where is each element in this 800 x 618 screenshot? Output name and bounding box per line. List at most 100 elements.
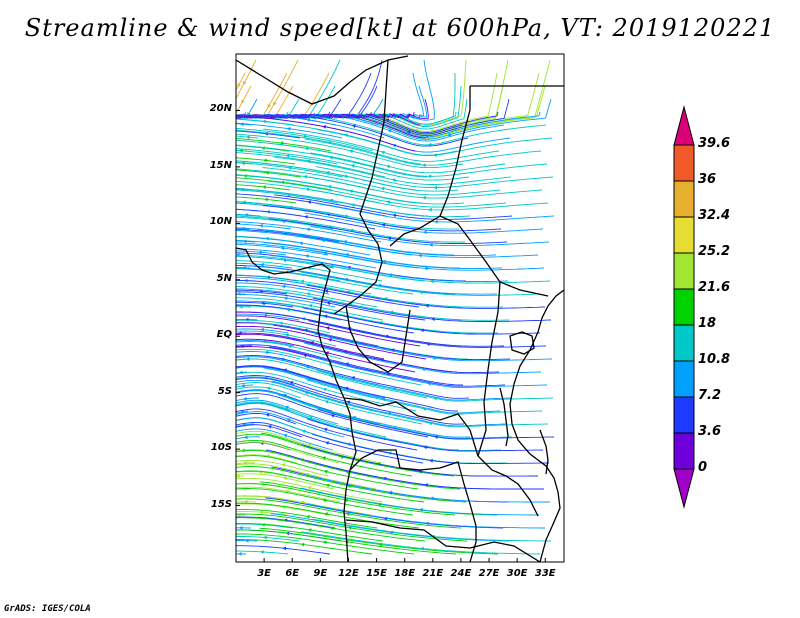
lon-tick-label: 3E — [257, 568, 271, 579]
streamline-arrow — [283, 476, 288, 481]
colorbar-bottom-triangle — [673, 468, 695, 509]
streamline-arrow — [300, 542, 305, 547]
streamline-arrow — [329, 155, 333, 160]
streamline-arrow — [305, 254, 309, 258]
streamline-arrow — [244, 435, 248, 440]
streamline-arrow — [424, 483, 428, 487]
west-africa-coastline — [236, 247, 357, 562]
lake-victoria — [509, 331, 535, 355]
streamline-arrow — [346, 512, 350, 516]
streamline-arrow — [351, 376, 356, 380]
lat-tick-label: 15N — [209, 159, 232, 171]
streamline-arrow — [236, 474, 240, 479]
streamline-arrow — [322, 277, 327, 281]
lat-tick-label: EQ — [216, 329, 232, 341]
streamline-arrow — [322, 540, 327, 545]
streamline-arrow — [430, 496, 434, 501]
streamline-arrow — [267, 425, 272, 429]
streamline-arrow — [325, 483, 330, 488]
streamline-arrow — [423, 445, 428, 450]
country-borders — [236, 55, 564, 562]
streamline-arrow — [307, 486, 312, 490]
streamline-arrow — [324, 400, 329, 404]
streamline-arrow — [286, 418, 291, 422]
streamline-arrow — [244, 499, 248, 504]
streamline-arrow — [419, 290, 423, 295]
streamline-arrow — [264, 350, 269, 355]
streamline-arrow — [425, 134, 429, 139]
streamline-arrow — [282, 546, 287, 551]
colorbar-segment — [673, 216, 695, 254]
streamline-arrow — [349, 189, 353, 194]
colorbar — [673, 105, 695, 509]
lon-tick-label: 24E — [450, 568, 472, 579]
lon-tick-label: 27E — [478, 568, 500, 579]
streamline-arrow — [433, 396, 438, 401]
streamline-arrow — [424, 266, 428, 271]
colorbar-segment — [673, 432, 695, 470]
streamline-arrow — [322, 456, 326, 460]
streamline-arrow — [321, 238, 325, 243]
streamline-arrow — [343, 174, 348, 179]
streamline-arrow — [267, 104, 271, 108]
streamline-arrow — [304, 215, 308, 219]
streamline-arrow — [428, 207, 432, 212]
streamline-arrow — [387, 129, 392, 133]
axis-ticks — [236, 109, 546, 562]
streamline-arrow — [418, 253, 422, 258]
streamline-arrow — [422, 163, 426, 168]
colorbar-segment — [673, 324, 695, 362]
streamline-arrow — [344, 214, 348, 219]
streamline-arrow — [283, 433, 288, 438]
streamline-arrow — [263, 535, 267, 540]
streamline-arrow — [324, 512, 328, 516]
streamline-arrow — [434, 219, 438, 224]
streamline-arrow — [279, 321, 283, 326]
streamline-arrow — [308, 416, 313, 420]
streamline-arrow — [325, 351, 329, 355]
lat-tick-label: 20N — [209, 103, 232, 115]
streamline-arrow — [429, 243, 433, 247]
streamline-arrow — [306, 227, 310, 232]
streamline-arrow — [328, 338, 332, 342]
streamlines — [236, 59, 555, 556]
chart-title: Streamline & wind speed[kt] at 600hPa, V… — [24, 14, 776, 42]
streamline-arrow — [287, 166, 292, 170]
streamline-arrow — [265, 413, 270, 417]
border-southern — [345, 519, 541, 562]
streamline-arrow — [241, 383, 245, 388]
map-frame — [235, 53, 565, 563]
streamline-arrow — [263, 313, 267, 318]
colorbar-segment — [673, 252, 695, 290]
streamline-arrow — [323, 469, 328, 474]
colorbar-level-label: 32.4 — [698, 208, 731, 223]
streamline-arrow — [243, 396, 247, 401]
streamline-arrow — [329, 374, 334, 379]
border-drc-east — [477, 281, 501, 457]
colorbar-level-label: 18 — [698, 316, 717, 331]
colorbar-top-triangle — [673, 105, 695, 146]
colorbar-level-label: 0 — [698, 460, 708, 475]
border-congo — [345, 305, 411, 373]
lon-tick-label: 12E — [338, 568, 359, 579]
lon-tick-label: 15E — [366, 568, 387, 579]
streamline-arrow — [325, 326, 330, 330]
streamline-arrow — [238, 552, 242, 556]
border-angola-south — [349, 449, 477, 562]
streamline-arrow — [420, 328, 424, 333]
streamline-arrow — [259, 510, 263, 515]
lon-tick-label: 9E — [313, 568, 328, 579]
streamline-arrow — [323, 427, 328, 432]
streamline-arrow — [427, 174, 432, 179]
streamline-arrow — [428, 421, 433, 426]
streamline-arrow — [285, 447, 289, 451]
streamline-arrow — [422, 195, 426, 200]
streamline-arrow — [305, 187, 310, 192]
streamline-arrow — [406, 130, 411, 135]
colorbar-segment — [673, 144, 695, 182]
streamline-arrow — [300, 279, 304, 284]
streamline-arrow — [419, 507, 423, 512]
colorbar-level-label: 3.6 — [698, 424, 722, 439]
streamline-arrow — [347, 526, 352, 530]
